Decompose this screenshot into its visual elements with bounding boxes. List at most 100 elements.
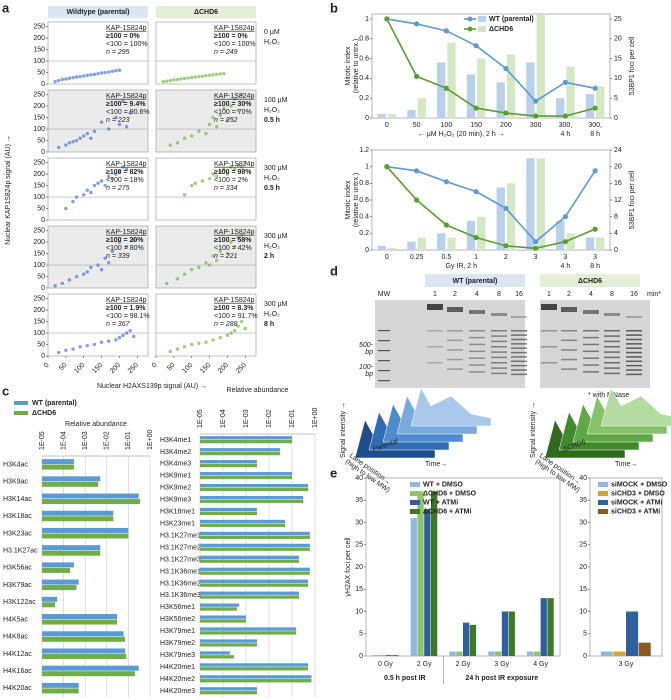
stat-label: n = 367	[106, 321, 131, 328]
y-tick-label: H3K9me1	[160, 473, 191, 480]
point	[82, 134, 86, 138]
bar	[385, 655, 392, 656]
point	[211, 73, 215, 77]
stat-label: ≥100 = 0%	[214, 33, 248, 40]
point	[222, 167, 226, 172]
point	[215, 72, 219, 77]
point	[60, 281, 64, 286]
point	[92, 342, 97, 347]
y-tick-label: 0.6	[359, 55, 369, 62]
bar	[42, 602, 56, 608]
bar	[42, 636, 126, 642]
gel-well-band	[541, 304, 557, 310]
y-tick-label: 0	[41, 149, 45, 156]
y-tick-label: H3.1K27me3	[160, 556, 201, 563]
line-marker	[533, 239, 539, 245]
point	[78, 74, 82, 79]
bar	[506, 183, 516, 250]
point	[121, 99, 125, 104]
bar	[638, 642, 651, 656]
mw-band	[378, 350, 390, 352]
gel-ladder-band	[491, 335, 507, 337]
x-tick-label: 100	[73, 362, 86, 375]
line	[386, 166, 596, 250]
line-marker	[592, 168, 598, 174]
point	[64, 348, 68, 352]
gel-ladder-band	[511, 338, 527, 341]
line-marker	[533, 245, 539, 251]
plot-area	[155, 157, 257, 221]
bar	[200, 667, 309, 671]
x-tick-label: 1	[474, 254, 478, 261]
gel-ladder-band	[447, 349, 463, 351]
point	[236, 324, 240, 328]
bar	[417, 491, 424, 656]
y-axis-label: γH2AX foci per cell	[345, 537, 352, 597]
y-tick-label: 0	[41, 353, 45, 360]
gel-ladder-band	[583, 357, 599, 359]
bar	[501, 611, 509, 656]
line-marker	[384, 164, 390, 170]
point	[161, 80, 165, 84]
point	[64, 77, 68, 81]
legend-swatch	[598, 491, 608, 496]
x-tick-label: 0	[43, 362, 51, 370]
bar	[42, 545, 101, 551]
x-tick-sublabel: 8 h	[590, 263, 600, 270]
legend-swatch	[478, 16, 486, 22]
point	[211, 338, 215, 342]
gel-ladder-band	[604, 340, 620, 343]
point	[107, 70, 111, 74]
y-tick-label: 250	[33, 227, 45, 234]
point	[240, 92, 244, 97]
y-tick-label: 0.8	[359, 36, 369, 43]
y-tick-label: H4K20me2	[160, 676, 195, 683]
gel-ladder-band	[583, 364, 599, 366]
point	[168, 349, 172, 354]
bar	[377, 245, 386, 250]
gel-ladder-band	[626, 334, 642, 336]
panel-letter: e	[330, 465, 337, 480]
y2-tick-label: 15	[614, 55, 622, 62]
point	[204, 74, 208, 78]
y-tick-label: H3K56ac	[3, 565, 32, 572]
point	[99, 267, 104, 272]
bar	[527, 651, 534, 656]
gel-ladder-band	[626, 343, 642, 345]
row-label: 0 µM	[264, 29, 280, 36]
point	[103, 70, 107, 75]
gel-ladder-band	[427, 330, 443, 332]
legend-label: siMOCK + DMSO	[611, 481, 668, 488]
y-tick-label: H4K20ac	[3, 685, 32, 692]
x-tick-sublabel: 4 h	[561, 263, 571, 270]
y-tick-label: H4K20me3	[160, 688, 195, 695]
gel-header	[425, 274, 525, 287]
x-axis-label: Nuclear H2AXS139p signal (AU) →	[97, 383, 207, 390]
point	[207, 176, 212, 181]
plot-z-label: Time→	[425, 461, 447, 468]
bar	[42, 614, 118, 620]
legend-label: siMOCK + ATMi	[611, 499, 663, 506]
gel-ladder-band	[511, 334, 527, 336]
stat-label: n = 252	[214, 117, 238, 124]
bar	[42, 619, 118, 625]
stat-label: n = 249	[214, 49, 238, 56]
gel-unit: min*	[647, 291, 661, 298]
stat-label: ≥100 = 58%	[214, 237, 252, 244]
gel-ladder-band	[491, 356, 507, 359]
line-marker	[533, 113, 539, 119]
point	[225, 172, 230, 176]
y-tick-label: H3K79ac	[3, 582, 32, 589]
point	[197, 265, 201, 270]
gel-ladder-band	[626, 364, 642, 367]
y2-tick-label: 8	[614, 214, 618, 221]
line-marker	[503, 205, 509, 211]
gel-ladder-band	[626, 330, 642, 332]
bar	[600, 651, 613, 656]
y-tick-label: 200	[33, 239, 45, 246]
gel-ladder-band	[491, 362, 507, 364]
bar	[200, 687, 257, 691]
point	[232, 167, 237, 172]
plot-area	[155, 21, 257, 85]
point	[89, 136, 93, 140]
